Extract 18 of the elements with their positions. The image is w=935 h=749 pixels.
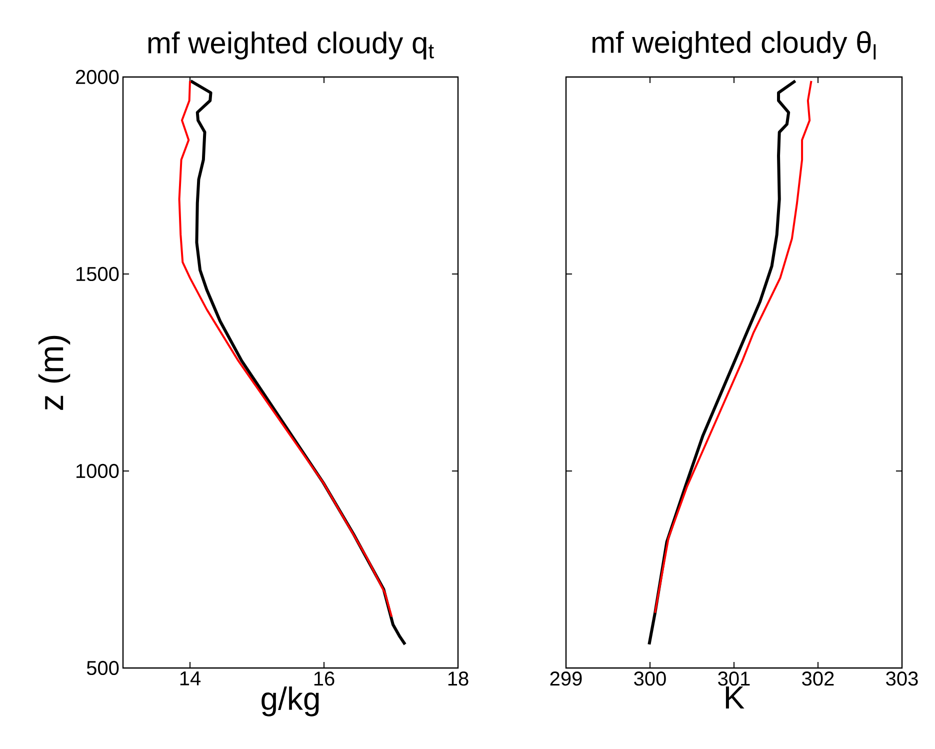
x-tick-label: 14 <box>180 672 201 686</box>
x-axis-title: g/kg <box>262 686 319 716</box>
chart-title: mf weighted cloudy q$_{t}$ <box>148 31 434 60</box>
y-axis-title: z (m) <box>38 336 70 410</box>
x-tick-label: 299 <box>550 672 582 686</box>
y-tick-label: 2000 <box>76 70 119 84</box>
x-tick-label: 301 <box>718 672 750 686</box>
x-tick-label: 303 <box>886 672 918 686</box>
x-tick-label: 18 <box>448 672 468 686</box>
chart-title: mf weighted cloudy θ$_{l}$ <box>592 31 876 60</box>
x-tick-label: 302 <box>802 672 834 686</box>
y-tick-label: 500 <box>86 660 119 676</box>
y-tick-label: 1000 <box>76 464 119 478</box>
line-series <box>178 80 393 618</box>
x-tick-label: 300 <box>634 672 666 686</box>
x-axis-title: K <box>726 686 744 709</box>
y-tick-label: 1500 <box>76 266 119 282</box>
x-tick-label: 16 <box>314 672 334 686</box>
